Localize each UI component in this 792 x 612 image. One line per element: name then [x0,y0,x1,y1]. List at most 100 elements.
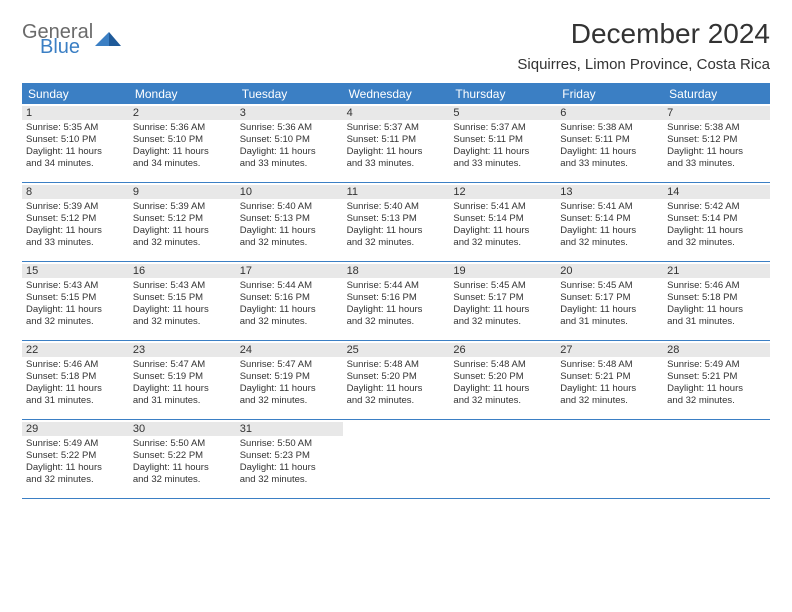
day-details: Sunrise: 5:49 AMSunset: 5:21 PMDaylight:… [667,359,766,407]
weekday-thursday: Thursday [449,84,556,104]
day-detail-line: Daylight: 11 hours [667,304,766,316]
day-cell: 12Sunrise: 5:41 AMSunset: 5:14 PMDayligh… [449,183,556,261]
day-detail-line: Sunrise: 5:36 AM [240,122,339,134]
day-details: Sunrise: 5:37 AMSunset: 5:11 PMDaylight:… [347,122,446,170]
day-detail-line: and 32 minutes. [133,237,232,249]
day-detail-line: and 33 minutes. [240,158,339,170]
day-number: 23 [129,343,236,357]
day-number: 26 [449,343,556,357]
day-details: Sunrise: 5:39 AMSunset: 5:12 PMDaylight:… [26,201,125,249]
day-number: 13 [556,185,663,199]
day-cell: 24Sunrise: 5:47 AMSunset: 5:19 PMDayligh… [236,341,343,419]
day-detail-line: Sunrise: 5:45 AM [560,280,659,292]
day-detail-line: Sunrise: 5:40 AM [347,201,446,213]
day-details: Sunrise: 5:40 AMSunset: 5:13 PMDaylight:… [347,201,446,249]
day-detail-line: and 32 minutes. [133,474,232,486]
day-detail-line: Sunrise: 5:45 AM [453,280,552,292]
day-details: Sunrise: 5:46 AMSunset: 5:18 PMDaylight:… [667,280,766,328]
day-cell: 15Sunrise: 5:43 AMSunset: 5:15 PMDayligh… [22,262,129,340]
day-cell [343,420,450,498]
day-detail-line: and 32 minutes. [560,237,659,249]
day-detail-line: and 32 minutes. [26,316,125,328]
day-detail-line: Daylight: 11 hours [26,304,125,316]
day-detail-line: Sunset: 5:13 PM [347,213,446,225]
day-cell: 19Sunrise: 5:45 AMSunset: 5:17 PMDayligh… [449,262,556,340]
day-detail-line: Daylight: 11 hours [560,146,659,158]
day-number: 19 [449,264,556,278]
weekday-monday: Monday [129,84,236,104]
day-cell: 29Sunrise: 5:49 AMSunset: 5:22 PMDayligh… [22,420,129,498]
day-detail-line: Sunset: 5:12 PM [667,134,766,146]
day-cell: 3Sunrise: 5:36 AMSunset: 5:10 PMDaylight… [236,104,343,182]
day-detail-line: Sunset: 5:21 PM [560,371,659,383]
day-detail-line: and 32 minutes. [240,237,339,249]
week-row: 15Sunrise: 5:43 AMSunset: 5:15 PMDayligh… [22,262,770,341]
day-number: 25 [343,343,450,357]
day-detail-line: Sunrise: 5:38 AM [667,122,766,134]
day-details: Sunrise: 5:38 AMSunset: 5:11 PMDaylight:… [560,122,659,170]
day-detail-line: and 31 minutes. [560,316,659,328]
day-detail-line: Sunset: 5:14 PM [667,213,766,225]
day-detail-line: Sunset: 5:12 PM [26,213,125,225]
day-detail-line: Sunset: 5:10 PM [240,134,339,146]
day-details: Sunrise: 5:35 AMSunset: 5:10 PMDaylight:… [26,122,125,170]
day-details: Sunrise: 5:36 AMSunset: 5:10 PMDaylight:… [240,122,339,170]
day-detail-line: Sunrise: 5:48 AM [347,359,446,371]
day-number: 4 [343,106,450,120]
day-detail-line: Sunrise: 5:46 AM [667,280,766,292]
day-number: 15 [22,264,129,278]
day-detail-line: and 31 minutes. [133,395,232,407]
logo-mark-icon [95,28,121,53]
weekday-header-row: Sunday Monday Tuesday Wednesday Thursday… [22,84,770,104]
week-row: 22Sunrise: 5:46 AMSunset: 5:18 PMDayligh… [22,341,770,420]
day-detail-line: Sunrise: 5:35 AM [26,122,125,134]
day-cell: 20Sunrise: 5:45 AMSunset: 5:17 PMDayligh… [556,262,663,340]
day-detail-line: Sunrise: 5:48 AM [453,359,552,371]
day-detail-line: Sunrise: 5:43 AM [133,280,232,292]
day-detail-line: Sunset: 5:16 PM [240,292,339,304]
day-detail-line: Sunset: 5:11 PM [347,134,446,146]
day-number: 17 [236,264,343,278]
day-detail-line: and 31 minutes. [667,316,766,328]
day-detail-line: Daylight: 11 hours [133,462,232,474]
day-details: Sunrise: 5:47 AMSunset: 5:19 PMDaylight:… [240,359,339,407]
day-detail-line: Sunrise: 5:36 AM [133,122,232,134]
day-detail-line: Daylight: 11 hours [240,225,339,237]
day-cell: 2Sunrise: 5:36 AMSunset: 5:10 PMDaylight… [129,104,236,182]
day-detail-line: Sunset: 5:23 PM [240,450,339,462]
weekday-sunday: Sunday [22,84,129,104]
day-number: 21 [663,264,770,278]
day-detail-line: Daylight: 11 hours [560,304,659,316]
day-cell: 23Sunrise: 5:47 AMSunset: 5:19 PMDayligh… [129,341,236,419]
day-detail-line: Sunset: 5:12 PM [133,213,232,225]
day-detail-line: Daylight: 11 hours [133,146,232,158]
day-cell: 30Sunrise: 5:50 AMSunset: 5:22 PMDayligh… [129,420,236,498]
day-detail-line: Sunrise: 5:39 AM [133,201,232,213]
day-number: 7 [663,106,770,120]
day-cell: 21 Sunrise: 5:46 AMSunset: 5:18 PMDayligh… [663,262,770,340]
day-details: Sunrise: 5:46 AMSunset: 5:18 PMDaylight:… [26,359,125,407]
day-detail-line: Daylight: 11 hours [347,383,446,395]
day-details: Sunrise: 5:44 AMSunset: 5:16 PMDaylight:… [240,280,339,328]
day-detail-line: and 32 minutes. [347,316,446,328]
day-detail-line: Sunset: 5:19 PM [240,371,339,383]
day-cell: 14Sunrise: 5:42 AMSunset: 5:14 PMDayligh… [663,183,770,261]
day-cell: 5Sunrise: 5:37 AMSunset: 5:11 PMDaylight… [449,104,556,182]
weeks-container: 1Sunrise: 5:35 AMSunset: 5:10 PMDaylight… [22,104,770,499]
day-detail-line: and 32 minutes. [240,474,339,486]
day-detail-line: Sunrise: 5:40 AM [240,201,339,213]
day-detail-line: Sunset: 5:20 PM [453,371,552,383]
day-number: 2 [129,106,236,120]
day-number: 6 [556,106,663,120]
day-number: 20 [556,264,663,278]
day-detail-line: Sunrise: 5:46 AM [26,359,125,371]
day-detail-line: and 31 minutes. [26,395,125,407]
day-detail-line: Daylight: 11 hours [240,383,339,395]
logo-text: General Blue [22,24,93,56]
title-block: December 2024 Siquirres, Limon Province,… [517,18,770,73]
calendar: Sunday Monday Tuesday Wednesday Thursday… [22,83,770,499]
day-detail-line: Sunset: 5:18 PM [667,292,766,304]
day-detail-line: and 32 minutes. [667,237,766,249]
day-detail-line: and 33 minutes. [560,158,659,170]
day-detail-line: and 32 minutes. [347,237,446,249]
